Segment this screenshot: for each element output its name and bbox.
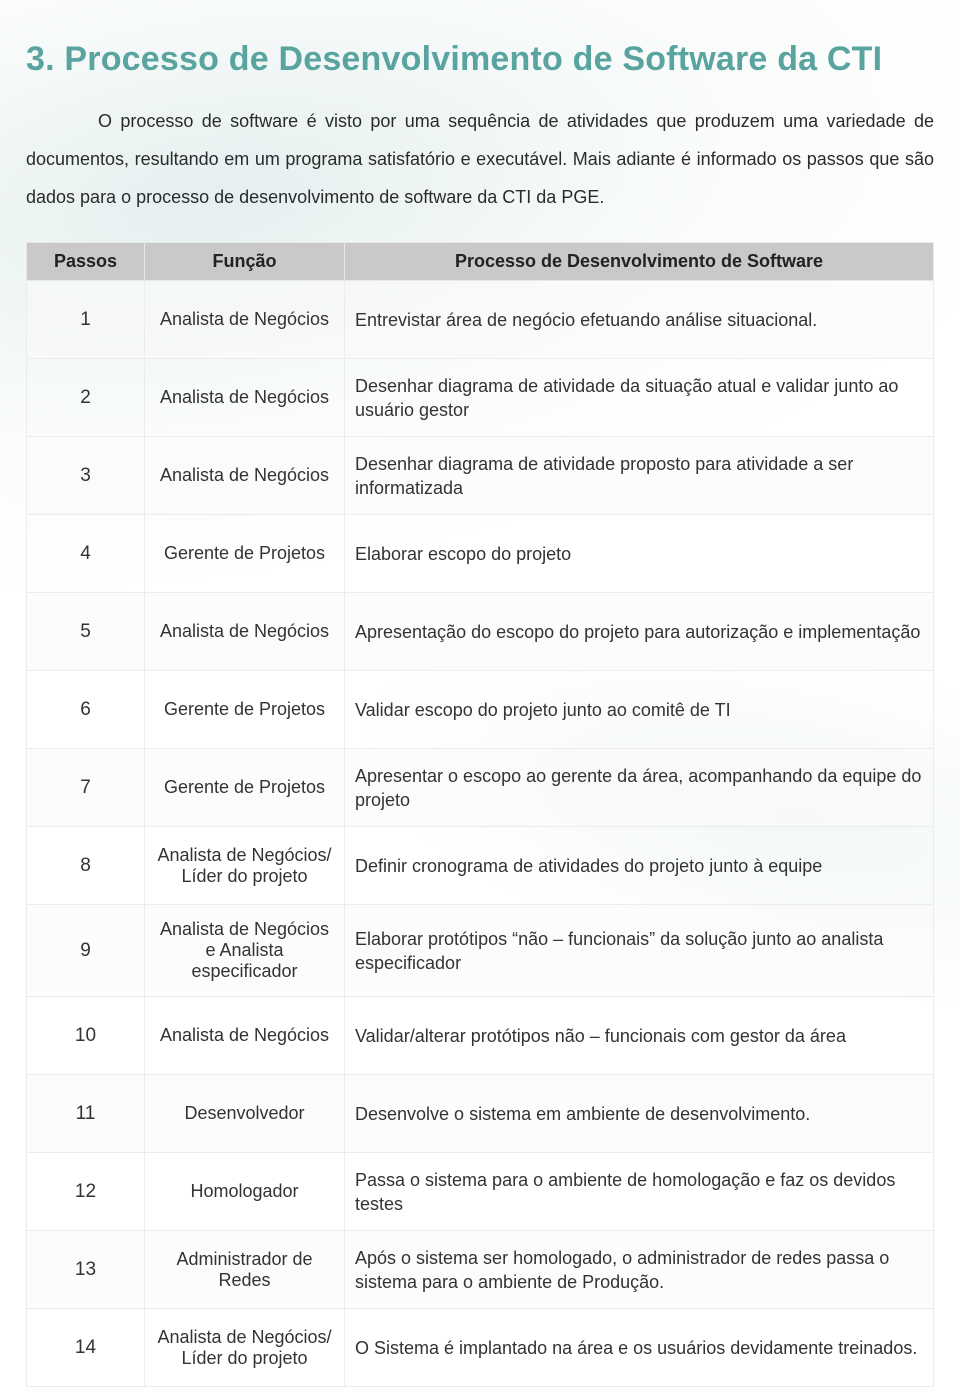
cell-step: 13 [27,1231,145,1309]
cell-description: Definir cronograma de atividades do proj… [345,827,934,905]
cell-description: Apresentação do escopo do projeto para a… [345,593,934,671]
table-row: 6Gerente de ProjetosValidar escopo do pr… [27,671,934,749]
cell-role: Analista de Negócios [145,359,345,437]
col-header-role: Função [145,243,345,281]
col-header-process: Processo de Desenvolvimento de Software [345,243,934,281]
cell-step: 5 [27,593,145,671]
cell-description: Desenhar diagrama de atividade proposto … [345,437,934,515]
cell-description: Apresentar o escopo ao gerente da área, … [345,749,934,827]
table-row: 1Analista de NegóciosEntrevistar área de… [27,281,934,359]
cell-role: Gerente de Projetos [145,749,345,827]
document-page: 3. Processo de Desenvolvimento de Softwa… [0,0,960,1395]
cell-step: 8 [27,827,145,905]
cell-role: Analista de Negócios [145,593,345,671]
table-row: 2Analista de NegóciosDesenhar diagrama d… [27,359,934,437]
cell-description: Entrevistar área de negócio efetuando an… [345,281,934,359]
cell-step: 2 [27,359,145,437]
cell-role: Analista de Negócios/ Líder do projeto [145,1309,345,1387]
cell-role: Analista de Negócios [145,281,345,359]
cell-step: 14 [27,1309,145,1387]
table-row: 13Administrador de RedesApós o sistema s… [27,1231,934,1309]
table-row: 3Analista de NegóciosDesenhar diagrama d… [27,437,934,515]
cell-step: 9 [27,905,145,997]
cell-step: 4 [27,515,145,593]
cell-role: Gerente de Projetos [145,515,345,593]
cell-role: Homologador [145,1153,345,1231]
table-row: 12HomologadorPassa o sistema para o ambi… [27,1153,934,1231]
cell-role: Desenvolvedor [145,1075,345,1153]
col-header-steps: Passos [27,243,145,281]
table-row: 11DesenvolvedorDesenvolve o sistema em a… [27,1075,934,1153]
cell-step: 11 [27,1075,145,1153]
cell-description: Desenvolve o sistema em ambiente de dese… [345,1075,934,1153]
table-row: 14Analista de Negócios/ Líder do projeto… [27,1309,934,1387]
section-heading: 3. Processo de Desenvolvimento de Softwa… [26,40,934,79]
cell-role: Analista de Negócios [145,437,345,515]
cell-step: 3 [27,437,145,515]
process-table: Passos Função Processo de Desenvolviment… [26,242,934,1387]
cell-description: Passa o sistema para o ambiente de homol… [345,1153,934,1231]
cell-step: 7 [27,749,145,827]
table-row: 10Analista de NegóciosValidar/alterar pr… [27,997,934,1075]
cell-role: Gerente de Projetos [145,671,345,749]
cell-step: 6 [27,671,145,749]
table-header-row: Passos Função Processo de Desenvolviment… [27,243,934,281]
cell-role: Administrador de Redes [145,1231,345,1309]
cell-description: Validar/alterar protótipos não – funcion… [345,997,934,1075]
table-row: 5Analista de NegóciosApresentação do esc… [27,593,934,671]
content-wrapper: 3. Processo de Desenvolvimento de Softwa… [26,40,934,1387]
cell-step: 12 [27,1153,145,1231]
table-row: 8Analista de Negócios/ Líder do projetoD… [27,827,934,905]
cell-description: Elaborar escopo do projeto [345,515,934,593]
cell-description: Elaborar protótipos “não – funcionais” d… [345,905,934,997]
cell-description: Validar escopo do projeto junto ao comit… [345,671,934,749]
table-row: 4Gerente de ProjetosElaborar escopo do p… [27,515,934,593]
intro-paragraph: O processo de software é visto por uma s… [26,103,934,216]
table-row: 9Analista de Negócios e Analista especif… [27,905,934,997]
cell-description: O Sistema é implantado na área e os usuá… [345,1309,934,1387]
cell-role: Analista de Negócios/ Líder do projeto [145,827,345,905]
cell-role: Analista de Negócios [145,997,345,1075]
process-table-body: 1Analista de NegóciosEntrevistar área de… [27,281,934,1387]
cell-description: Após o sistema ser homologado, o adminis… [345,1231,934,1309]
table-row: 7Gerente de ProjetosApresentar o escopo … [27,749,934,827]
cell-step: 10 [27,997,145,1075]
cell-description: Desenhar diagrama de atividade da situaç… [345,359,934,437]
cell-step: 1 [27,281,145,359]
cell-role: Analista de Negócios e Analista especifi… [145,905,345,997]
